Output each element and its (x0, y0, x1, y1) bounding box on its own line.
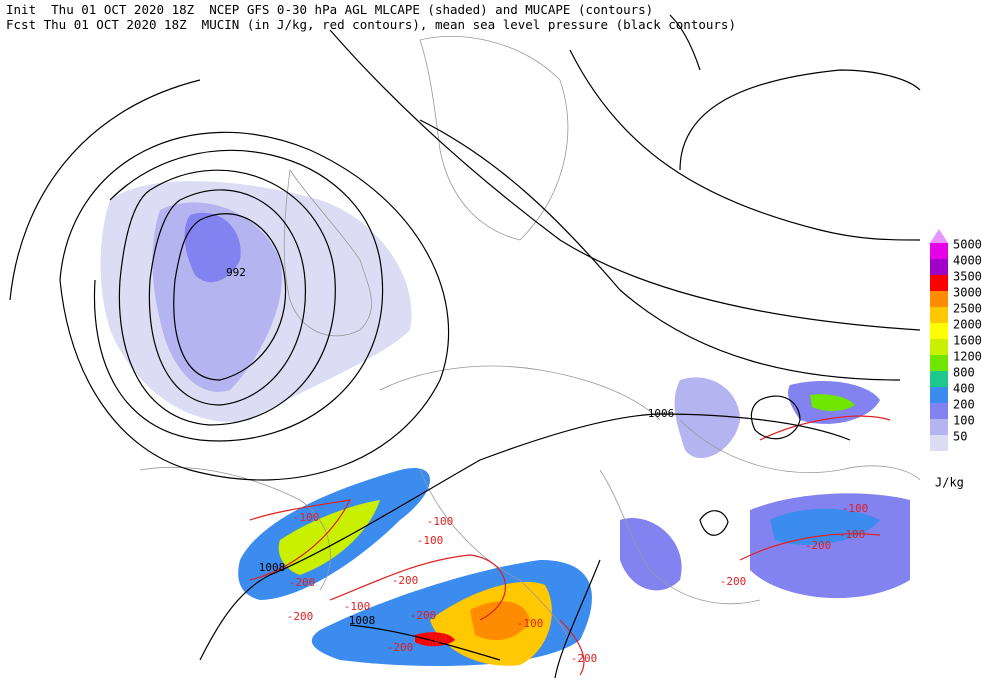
colorbar-label: 4000 (953, 254, 982, 268)
colorbar-box (930, 339, 948, 355)
colorbar-label: 800 (953, 366, 975, 380)
mucin-label: -100 (417, 534, 444, 547)
header-line: Fcst Thu 01 OCT 2020 18Z MUCIN (in J/kg,… (6, 17, 736, 32)
mucin-label: -200 (410, 609, 437, 622)
colorbar-box (930, 435, 948, 451)
colorbar-box (930, 275, 948, 291)
colorbar-label: 2000 (953, 318, 982, 332)
isobar-label: 992 (226, 266, 246, 279)
colorbar-box (930, 259, 948, 275)
colorbar-box (930, 371, 948, 387)
mucin-label: -200 (805, 539, 832, 552)
isobar-label: 1008 (259, 561, 286, 574)
mucin-label: -200 (387, 641, 414, 654)
mucin-label: -100 (842, 502, 869, 515)
colorbar-label: 5000 (953, 238, 982, 252)
colorbar-box (930, 323, 948, 339)
colorbar-label: 1600 (953, 334, 982, 348)
colorbar-unit: J/kg (935, 476, 964, 490)
mucin-label: -100 (517, 617, 544, 630)
colorbar-box (930, 419, 948, 435)
colorbar-box (930, 291, 948, 307)
colorbar-label: 50 (953, 430, 967, 444)
isobar-label: 1008 (349, 614, 376, 627)
mucin-label: -200 (720, 575, 747, 588)
isobars (9, 14, 921, 679)
isobar-label: 1006 (648, 407, 675, 420)
colorbar-arrow (930, 229, 948, 243)
mucin-label: -100 (344, 600, 371, 613)
mucin-label: -200 (392, 574, 419, 587)
colorbar-box (930, 387, 948, 403)
colorbar-box (930, 403, 948, 419)
colorbar-label: 200 (953, 398, 975, 412)
mucin-label: -200 (289, 576, 316, 589)
header-line: Init Thu 01 OCT 2020 18Z NCEP GFS 0-30 h… (6, 2, 653, 17)
colorbar-box (930, 307, 948, 323)
mucin-contours (249, 415, 891, 676)
colorbar-label: 400 (953, 382, 975, 396)
cape-shading (100, 181, 910, 666)
colorbar-label: 3500 (953, 270, 982, 284)
colorbar-label: 3000 (953, 286, 982, 300)
mucin-label: -200 (421, 633, 448, 646)
colorbar: 5000 4000 3500 3000 2500 2000 1600 1200 800 400 20… (930, 229, 982, 451)
mucin-label: -200 (571, 652, 598, 665)
mucin-label: -100 (293, 511, 320, 524)
colorbar-label: 2500 (953, 302, 982, 316)
mucin-label: -200 (287, 610, 314, 623)
colorbar-label: 1200 (953, 350, 982, 364)
coastlines (139, 35, 921, 641)
colorbar-label: 100 (953, 414, 975, 428)
mucin-label: -100 (427, 515, 454, 528)
contour-labels: 992 1008 1006 1008 -100 -100 -100 -200 -… (226, 266, 868, 665)
mucin-label: -100 (839, 528, 866, 541)
colorbar-box (930, 243, 948, 259)
colorbar-box (930, 355, 948, 371)
